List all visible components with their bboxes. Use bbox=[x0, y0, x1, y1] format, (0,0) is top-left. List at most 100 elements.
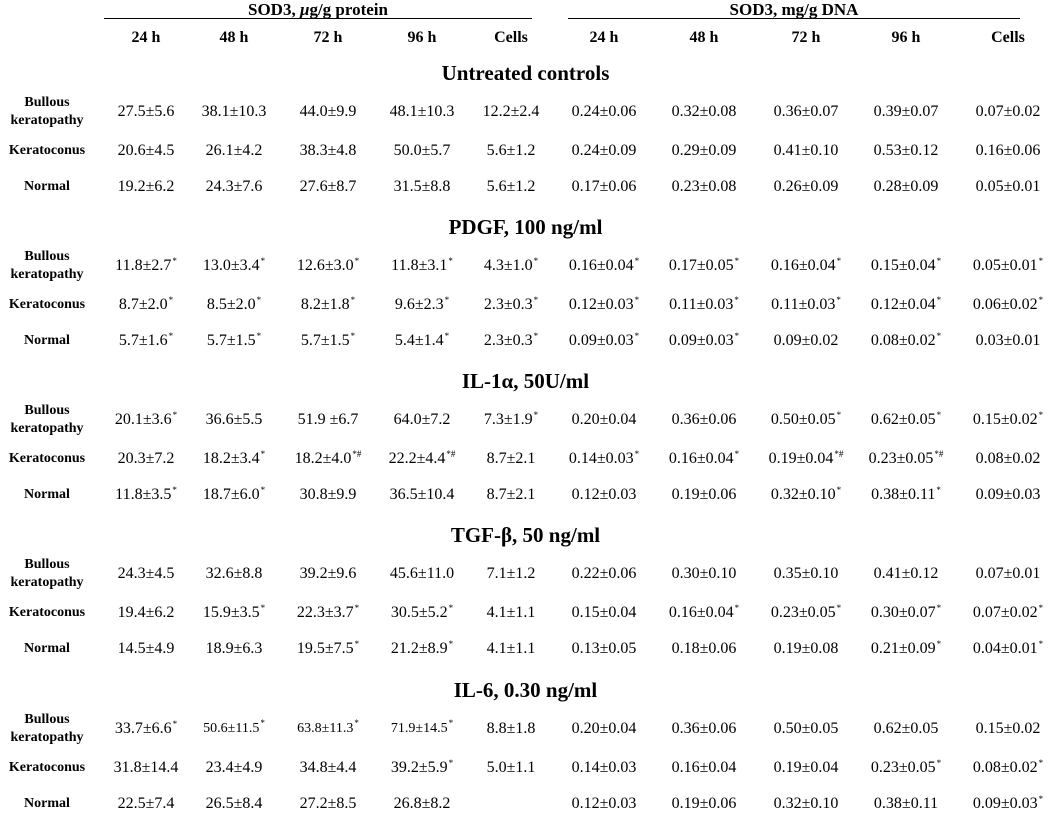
row-label-line: Keratoconus bbox=[8, 143, 86, 158]
table-cell: 0.09±0.03* bbox=[958, 794, 1051, 814]
significance-marker: * bbox=[1038, 410, 1044, 420]
significance-marker: * bbox=[533, 256, 539, 266]
sod3-dna-group-rule bbox=[568, 18, 1020, 19]
table-cell: 11.8±3.5* bbox=[96, 485, 196, 505]
sod3-protein-group-rule bbox=[104, 18, 532, 19]
cell-value: 19.5±7.5 bbox=[296, 640, 354, 657]
cell-value: 20.1±3.6 bbox=[114, 411, 172, 428]
cell-value: 0.23±0.05 bbox=[870, 759, 936, 776]
significance-marker: * bbox=[836, 295, 841, 305]
significance-marker: * bbox=[634, 449, 640, 459]
table-cell: 5.6±1.2 bbox=[461, 141, 561, 161]
cell-value: 14.5±4.9 bbox=[117, 640, 175, 657]
table-cell: 0.21±0.09* bbox=[856, 639, 956, 659]
table-cell: 11.8±2.7* bbox=[96, 256, 196, 276]
cell-value: 0.15±0.02 bbox=[975, 720, 1041, 737]
table-cell: 8.8±1.8 bbox=[461, 719, 561, 739]
table-cell: 0.09±0.03 bbox=[958, 485, 1051, 505]
cell-value: 0.23±0.05 bbox=[868, 450, 934, 467]
table-cell: 45.6±11.0 bbox=[372, 564, 472, 584]
table-cell: 0.18±0.06 bbox=[654, 639, 754, 659]
table-cell: 0.05±0.01 bbox=[958, 177, 1051, 197]
cell-value: 0.28±0.09 bbox=[873, 178, 939, 195]
table-cell: 18.2±3.4* bbox=[184, 449, 284, 469]
cell-value: 0.09±0.02 bbox=[773, 332, 839, 349]
table-cell: 26.1±4.2 bbox=[184, 141, 284, 161]
cell-value: 0.15±0.04 bbox=[870, 257, 936, 274]
table-cell: 0.12±0.03 bbox=[554, 485, 654, 505]
cell-value: 11.8±3.1 bbox=[391, 257, 448, 274]
row-label: Keratoconus bbox=[0, 450, 94, 468]
row-label-line: keratopathy bbox=[10, 730, 84, 745]
cell-value: 18.2±3.4 bbox=[202, 450, 260, 467]
table-cell: 0.28±0.09 bbox=[856, 177, 956, 197]
row-label-line: Bullous bbox=[24, 557, 70, 572]
cell-value: 9.6±2.3 bbox=[394, 296, 444, 313]
cell-value: 0.22±0.06 bbox=[571, 565, 637, 582]
table-cell: 27.6±8.7 bbox=[278, 177, 378, 197]
significance-marker: * bbox=[836, 256, 842, 266]
table-cell: 0.24±0.09 bbox=[554, 141, 654, 161]
cell-value: 0.29±0.09 bbox=[671, 142, 737, 159]
cell-value: 26.5±8.4 bbox=[205, 795, 263, 812]
cell-value: 27.5±5.6 bbox=[117, 103, 175, 120]
cell-value: 0.35±0.10 bbox=[773, 565, 839, 582]
table-cell: 0.19±0.08 bbox=[756, 639, 856, 659]
table-cell: 0.15±0.02* bbox=[958, 410, 1051, 430]
significance-marker: * bbox=[936, 295, 942, 305]
table-cell: 8.2±1.8* bbox=[278, 295, 378, 315]
significance-marker: *# bbox=[834, 449, 844, 459]
table-cell: 0.22±0.06 bbox=[554, 564, 654, 584]
table-cell: 15.9±3.5* bbox=[184, 603, 284, 623]
cell-value: 0.36±0.06 bbox=[671, 411, 737, 428]
table-cell: 36.5±10.4 bbox=[372, 485, 472, 505]
significance-marker: * bbox=[260, 256, 266, 266]
significance-marker: * bbox=[448, 639, 454, 649]
table-cell: 0.08±0.02* bbox=[856, 331, 956, 351]
significance-marker: * bbox=[533, 410, 539, 420]
table-cell: 31.8±14.4 bbox=[96, 758, 196, 778]
table-cell: 13.0±3.4* bbox=[184, 256, 284, 276]
table-cell: 0.08±0.02* bbox=[958, 758, 1051, 778]
cell-value: 0.08±0.02 bbox=[975, 450, 1041, 467]
significance-marker: * bbox=[448, 718, 454, 728]
table-cell: 0.12±0.03* bbox=[554, 295, 654, 315]
cell-value: 8.7±2.0 bbox=[118, 296, 168, 313]
cell-value: 2.3±0.3 bbox=[483, 296, 533, 313]
cell-value: 13.0±3.4 bbox=[202, 257, 260, 274]
cell-value: 0.41±0.12 bbox=[873, 565, 939, 582]
table-cell: 0.24±0.06 bbox=[554, 102, 654, 122]
significance-marker: * bbox=[734, 295, 739, 305]
table-cell: 64.0±7.2 bbox=[372, 410, 472, 430]
significance-marker: * bbox=[533, 331, 539, 341]
significance-marker: * bbox=[256, 295, 262, 305]
table-cell: 0.12±0.04* bbox=[856, 295, 956, 315]
cell-value: 5.7±1.5 bbox=[300, 332, 350, 349]
table-cell: 2.3±0.3* bbox=[461, 331, 561, 351]
cell-value: 0.24±0.09 bbox=[571, 142, 637, 159]
table-cell: 71.9±14.5* bbox=[372, 719, 472, 739]
table-cell: 24.3±7.6 bbox=[184, 177, 284, 197]
table-cell: 5.7±1.5* bbox=[184, 331, 284, 351]
significance-marker: * bbox=[354, 639, 360, 649]
cell-value: 50.0±5.7 bbox=[393, 142, 451, 159]
group-unit: g/g protein bbox=[309, 0, 388, 19]
cell-value: 38.1±10.3 bbox=[201, 103, 267, 120]
cell-value: 15.9±3.5 bbox=[202, 604, 260, 621]
significance-marker: * bbox=[172, 410, 178, 420]
row-label: Normal bbox=[0, 795, 94, 813]
table-cell: 0.19±0.04 bbox=[756, 758, 856, 778]
table-cell: 4.3±1.0* bbox=[461, 256, 561, 276]
table-cell: 23.4±4.9 bbox=[184, 758, 284, 778]
table-cell: 0.26±0.09 bbox=[756, 177, 856, 197]
table-cell: 7.1±1.2 bbox=[461, 564, 561, 584]
significance-marker: * bbox=[1038, 295, 1044, 305]
significance-marker: * bbox=[1038, 256, 1044, 266]
table-cell: 0.16±0.04* bbox=[756, 256, 856, 276]
table-cell: 30.8±9.9 bbox=[278, 485, 378, 505]
cell-value: 26.8±8.2 bbox=[393, 795, 451, 812]
table-cell: 0.36±0.06 bbox=[654, 719, 754, 739]
table-cell: 0.62±0.05* bbox=[856, 410, 956, 430]
table-cell: 0.09±0.03* bbox=[554, 331, 654, 351]
cell-value: 0.16±0.04 bbox=[770, 257, 836, 274]
